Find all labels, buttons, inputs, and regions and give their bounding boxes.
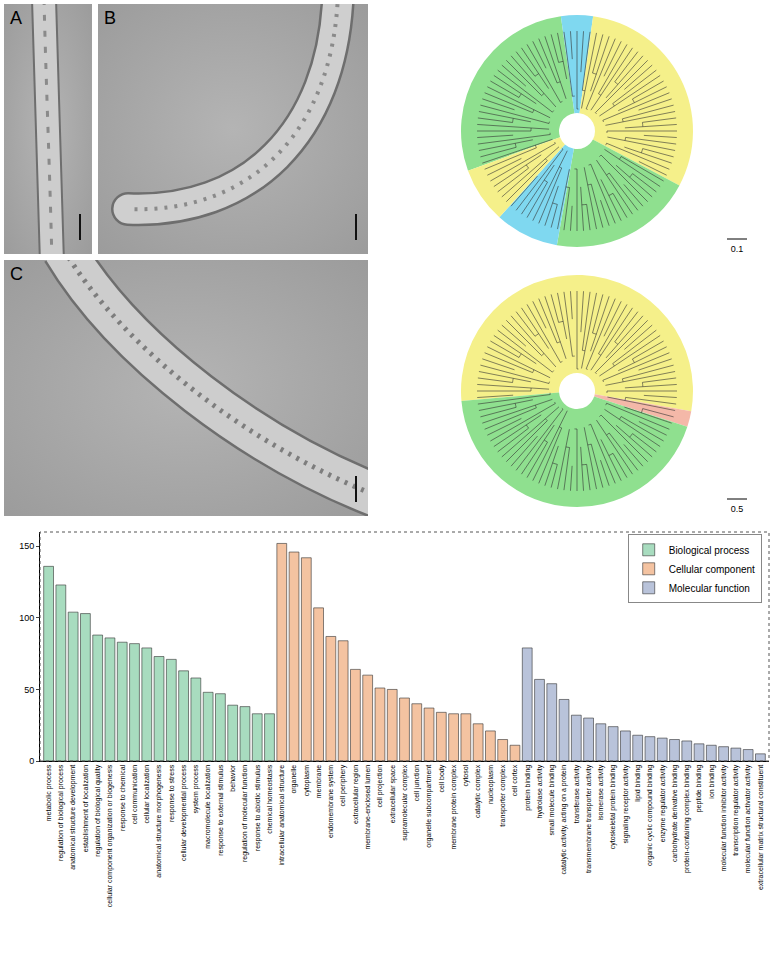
svg-text:membrane protein complex: membrane protein complex	[450, 764, 458, 849]
svg-text:cellular developmental process: cellular developmental process	[180, 764, 188, 861]
svg-text:response to stress: response to stress	[168, 764, 176, 822]
svg-text:0: 0	[29, 756, 34, 766]
svg-text:nucleoplasm: nucleoplasm	[487, 765, 495, 804]
svg-text:signaling receptor activity: signaling receptor activity	[622, 764, 630, 843]
svg-text:transcription regulator activi: transcription regulator activity	[732, 764, 740, 856]
svg-text:cell projection: cell projection	[376, 765, 384, 808]
svg-text:0.5: 0.5	[731, 504, 744, 514]
svg-text:catalytic complex: catalytic complex	[474, 764, 482, 818]
svg-text:response to chemical: response to chemical	[119, 764, 127, 831]
svg-text:100: 100	[19, 613, 34, 623]
svg-text:carbohydrate derivative bindin: carbohydrate derivative binding	[671, 765, 679, 862]
svg-text:anatomical structure developme: anatomical structure development	[69, 765, 77, 870]
svg-text:catalytic activity, acting on: catalytic activity, acting on a protein	[560, 765, 568, 875]
svg-text:50: 50	[24, 685, 34, 695]
svg-text:supramolecular complex: supramolecular complex	[401, 764, 409, 840]
svg-text:cell communication: cell communication	[131, 765, 138, 825]
svg-text:peptide binding: peptide binding	[695, 765, 703, 813]
svg-text:behavior: behavior	[229, 764, 236, 792]
svg-text:cell junction: cell junction	[413, 765, 421, 802]
svg-text:extracellular matrix structura: extracellular matrix structural constitu…	[757, 765, 764, 890]
svg-text:regulation of biological proce: regulation of biological process	[57, 764, 65, 861]
svg-text:extracellular region: extracellular region	[352, 765, 360, 824]
svg-text:150: 150	[19, 541, 34, 551]
svg-text:transferase activity: transferase activity	[573, 764, 581, 823]
svg-text:isomerase activity: isomerase activity	[597, 764, 605, 820]
svg-text:enzyme regulator activity: enzyme regulator activity	[659, 764, 667, 842]
svg-text:regulation of biological quali: regulation of biological quality	[94, 764, 102, 856]
svg-text:B: B	[104, 8, 116, 28]
svg-text:extracellular space: extracellular space	[389, 765, 397, 823]
svg-text:transmembrane transporter acti: transmembrane transporter activity	[585, 764, 593, 873]
svg-text:organic cyclic compound bindin: organic cyclic compound binding	[646, 765, 654, 866]
svg-text:chemical homeostasis: chemical homeostasis	[266, 764, 273, 833]
svg-text:molecular function inhibitor a: molecular function inhibitor activity	[720, 764, 728, 871]
svg-text:anatomical structure morphogen: anatomical structure morphogenesis	[155, 764, 163, 877]
svg-text:lipid binding: lipid binding	[634, 765, 642, 802]
svg-text:organelle: organelle	[290, 765, 298, 794]
svg-text:ion binding: ion binding	[708, 765, 716, 799]
svg-text:macromolecule localization: macromolecule localization	[204, 765, 211, 849]
svg-text:cell body: cell body	[438, 764, 446, 792]
svg-text:Molecular function: Molecular function	[669, 583, 750, 594]
svg-text:hydrolase activity: hydrolase activity	[536, 764, 544, 818]
svg-text:Cellular component: Cellular component	[669, 564, 755, 575]
svg-text:system process: system process	[192, 764, 200, 813]
svg-text:regulation of molecular functi: regulation of molecular function	[241, 765, 249, 862]
svg-text:protein binding: protein binding	[524, 765, 532, 811]
svg-text:membrane: membrane	[315, 765, 322, 799]
svg-text:establishment of localization: establishment of localization	[82, 765, 89, 853]
svg-text:cellular component organizatio: cellular component organization or bioge…	[106, 764, 114, 907]
svg-text:cellular localization: cellular localization	[143, 765, 150, 824]
svg-text:cytoplasm: cytoplasm	[303, 765, 311, 797]
svg-text:cytosol: cytosol	[462, 764, 470, 786]
svg-text:A: A	[10, 8, 22, 28]
svg-text:cell periphery: cell periphery	[339, 764, 347, 806]
svg-text:response to external stimulus: response to external stimulus	[217, 764, 225, 856]
svg-text:molecular function activator a: molecular function activator activity	[744, 764, 752, 873]
svg-text:protein-containing complex bin: protein-containing complex binding	[683, 765, 691, 873]
svg-text:transporter complex: transporter complex	[499, 764, 507, 826]
svg-text:C: C	[10, 264, 23, 284]
svg-text:membrane-enclosed lumen: membrane-enclosed lumen	[364, 765, 371, 850]
svg-text:intracellular anatomical struc: intracellular anatomical structure	[278, 765, 285, 866]
svg-text:endomembrane system: endomembrane system	[327, 765, 335, 838]
svg-text:Biological process: Biological process	[669, 545, 750, 556]
svg-text:small molecule binding: small molecule binding	[548, 765, 556, 836]
svg-text:metabolic process: metabolic process	[45, 764, 53, 821]
svg-text:response to abiotic stimulus: response to abiotic stimulus	[254, 764, 262, 851]
svg-text:organelle subcompartment: organelle subcompartment	[425, 765, 433, 848]
svg-text:cell cortex: cell cortex	[511, 764, 518, 796]
svg-text:0.1: 0.1	[731, 244, 744, 254]
svg-text:cytoskeletal protein binding: cytoskeletal protein binding	[609, 765, 617, 850]
